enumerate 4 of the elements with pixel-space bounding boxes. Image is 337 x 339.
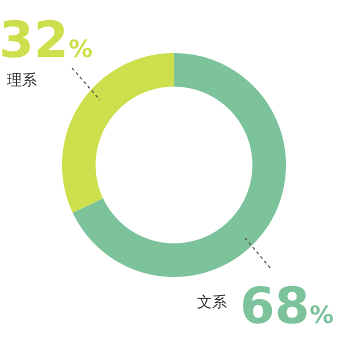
slice-label: 理系 [7, 71, 37, 89]
data-label: 32% [0, 11, 93, 69]
data-label: 68% [240, 277, 334, 335]
slice-label: 文系 [197, 293, 227, 311]
